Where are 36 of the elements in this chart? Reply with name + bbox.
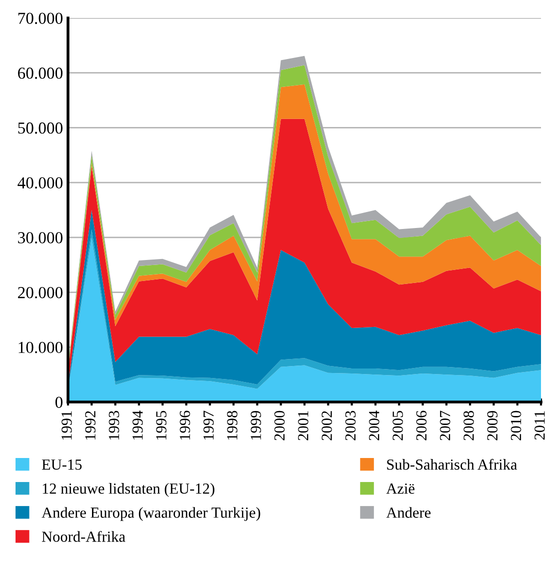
x-tick-label: 2002 bbox=[322, 411, 332, 440]
x-tick-label: 1992 bbox=[85, 411, 96, 440]
y-tick-label: 30.000 bbox=[18, 232, 63, 244]
x-tick-label: 2001 bbox=[298, 411, 308, 440]
legend-label: Azië bbox=[386, 484, 414, 494]
x-tick-label: 2011 bbox=[534, 411, 545, 440]
legend-label: Noord-Afrika bbox=[42, 530, 126, 542]
x-tick-label: 2007 bbox=[440, 410, 450, 440]
y-tick-label: 70.000 bbox=[18, 12, 63, 24]
x-tick-label: 2006 bbox=[416, 410, 427, 440]
x-tick-label: 1993 bbox=[108, 410, 120, 440]
y-tick-label: 0 bbox=[55, 396, 63, 408]
legend-label: 12 nieuwe lidstaten (EU-12) bbox=[42, 483, 214, 497]
legend-label: EU-15 bbox=[42, 460, 82, 470]
y-tick-label: 10.000 bbox=[18, 342, 63, 354]
x-tick-label: 2004 bbox=[368, 410, 380, 440]
y-tick-label: 40.000 bbox=[18, 177, 63, 189]
x-tick-label: 1999 bbox=[250, 410, 262, 440]
x-tick-label: 2010 bbox=[510, 410, 522, 440]
y-tick-label: 60.000 bbox=[18, 68, 63, 79]
x-tick-label: 2005 bbox=[392, 410, 403, 440]
x-tick-label: 1998 bbox=[227, 410, 238, 440]
x-tick-label: 2003 bbox=[345, 410, 356, 440]
x-tick-label: 1995 bbox=[156, 410, 166, 440]
legend-label: Andere bbox=[386, 507, 431, 518]
x-tick-label: 2009 bbox=[487, 410, 498, 440]
x-tick-label: 1991 bbox=[62, 411, 72, 440]
y-tick-label: 20.000 bbox=[18, 286, 63, 298]
x-tick-label: 1997 bbox=[203, 410, 214, 440]
y-tick-label: 50.000 bbox=[18, 122, 63, 134]
x-tick-label: 1994 bbox=[132, 410, 143, 440]
x-tick-label: 1996 bbox=[180, 410, 190, 440]
legend-label: Andere Europa (waaronder Turkije) bbox=[42, 507, 260, 521]
legend-label: Sub-Saharisch Afrika bbox=[387, 458, 518, 470]
x-tick-label: 2000 bbox=[274, 410, 285, 440]
x-tick-label: 2008 bbox=[464, 410, 474, 440]
